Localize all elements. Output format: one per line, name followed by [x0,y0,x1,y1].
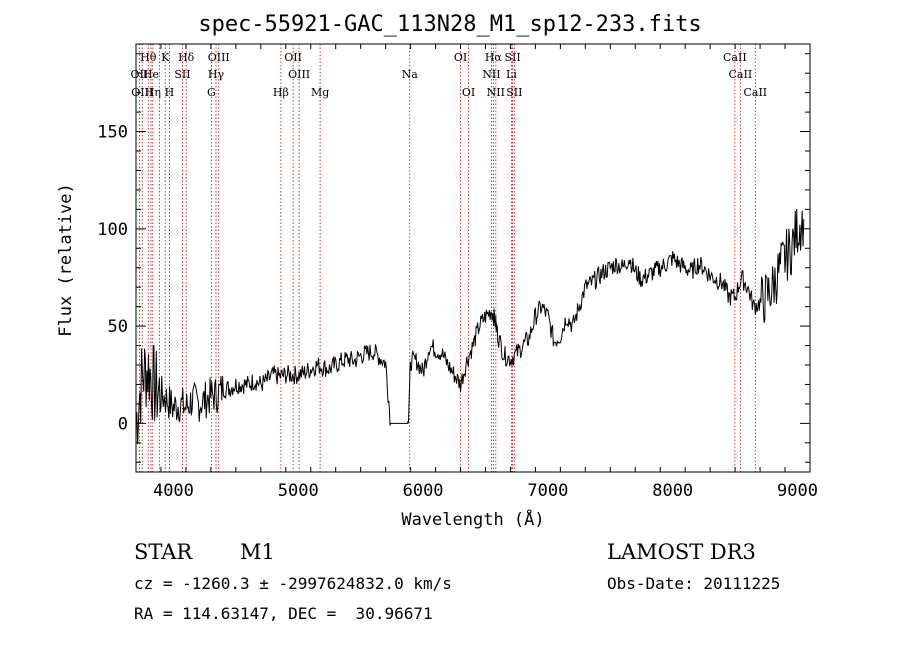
y-axis-label: Flux (relative) [56,183,76,337]
line-label: Hη [145,86,161,99]
x-tick-label: 4000 [153,481,194,501]
line-label: NII [487,86,505,99]
line-label: SII [174,68,190,81]
line-label: OII [131,68,149,81]
line-label: He [143,68,159,81]
line-label: Hθ [140,51,157,64]
line-label: Na [402,68,419,81]
x-tick-label: 9000 [777,481,818,501]
coordinates: RA = 114.63147, DEC = 30.96671 [134,604,433,623]
line-label: NII [482,68,500,81]
line-label: Mg [311,86,329,99]
emission-line-markers [138,44,756,472]
spectrum-series [135,208,805,445]
y-tick-label: 150 [97,123,128,143]
x-tick-label: 7000 [527,481,568,501]
line-label: G [207,86,216,99]
x-axis-label: Wavelength (Å) [401,510,545,530]
x-tick-label: 5000 [278,481,319,501]
line-label: OI [462,86,475,99]
axis-ticks: 4000 5000 6000 7000 8000 9000 0 50 100 150 [97,44,818,501]
line-label: CaII [723,51,747,64]
spectrum-line [135,208,805,445]
x-tick-label: 8000 [652,481,693,501]
line-label: SII [504,51,520,64]
chart-title: spec-55921-GAC_113N28_M1_sp12-233.fits [198,12,702,37]
line-label: K [161,51,170,64]
plot-frame [135,43,811,473]
line-label: Li [506,68,517,81]
line-label: SII [506,86,522,99]
line-label: Hδ [178,51,195,64]
object-class: STAR [134,540,193,564]
y-tick-label: 0 [118,414,128,434]
line-label: H [165,86,175,99]
line-label: OIII [288,68,310,81]
observation-date: Obs-Date: 20111225 [607,574,781,593]
y-tick-label: 100 [97,220,128,240]
line-label: OIII [131,86,153,99]
redshift-velocity: cz = -1260.3 ± -2997624832.0 km/s [134,574,452,593]
object-subclass: M1 [240,540,275,564]
line-label: CaII [743,86,767,99]
line-label: Hβ [273,86,289,99]
line-label: OIII [208,51,230,64]
line-label: OI [454,51,467,64]
line-label: CaII [729,68,753,81]
x-tick-label: 6000 [403,481,444,501]
survey-name: LAMOST DR3 [607,540,756,564]
y-tick-label: 50 [108,317,128,337]
line-label: OII [284,51,302,64]
line-label: Hγ [208,68,225,81]
line-label: Hα [485,51,503,64]
